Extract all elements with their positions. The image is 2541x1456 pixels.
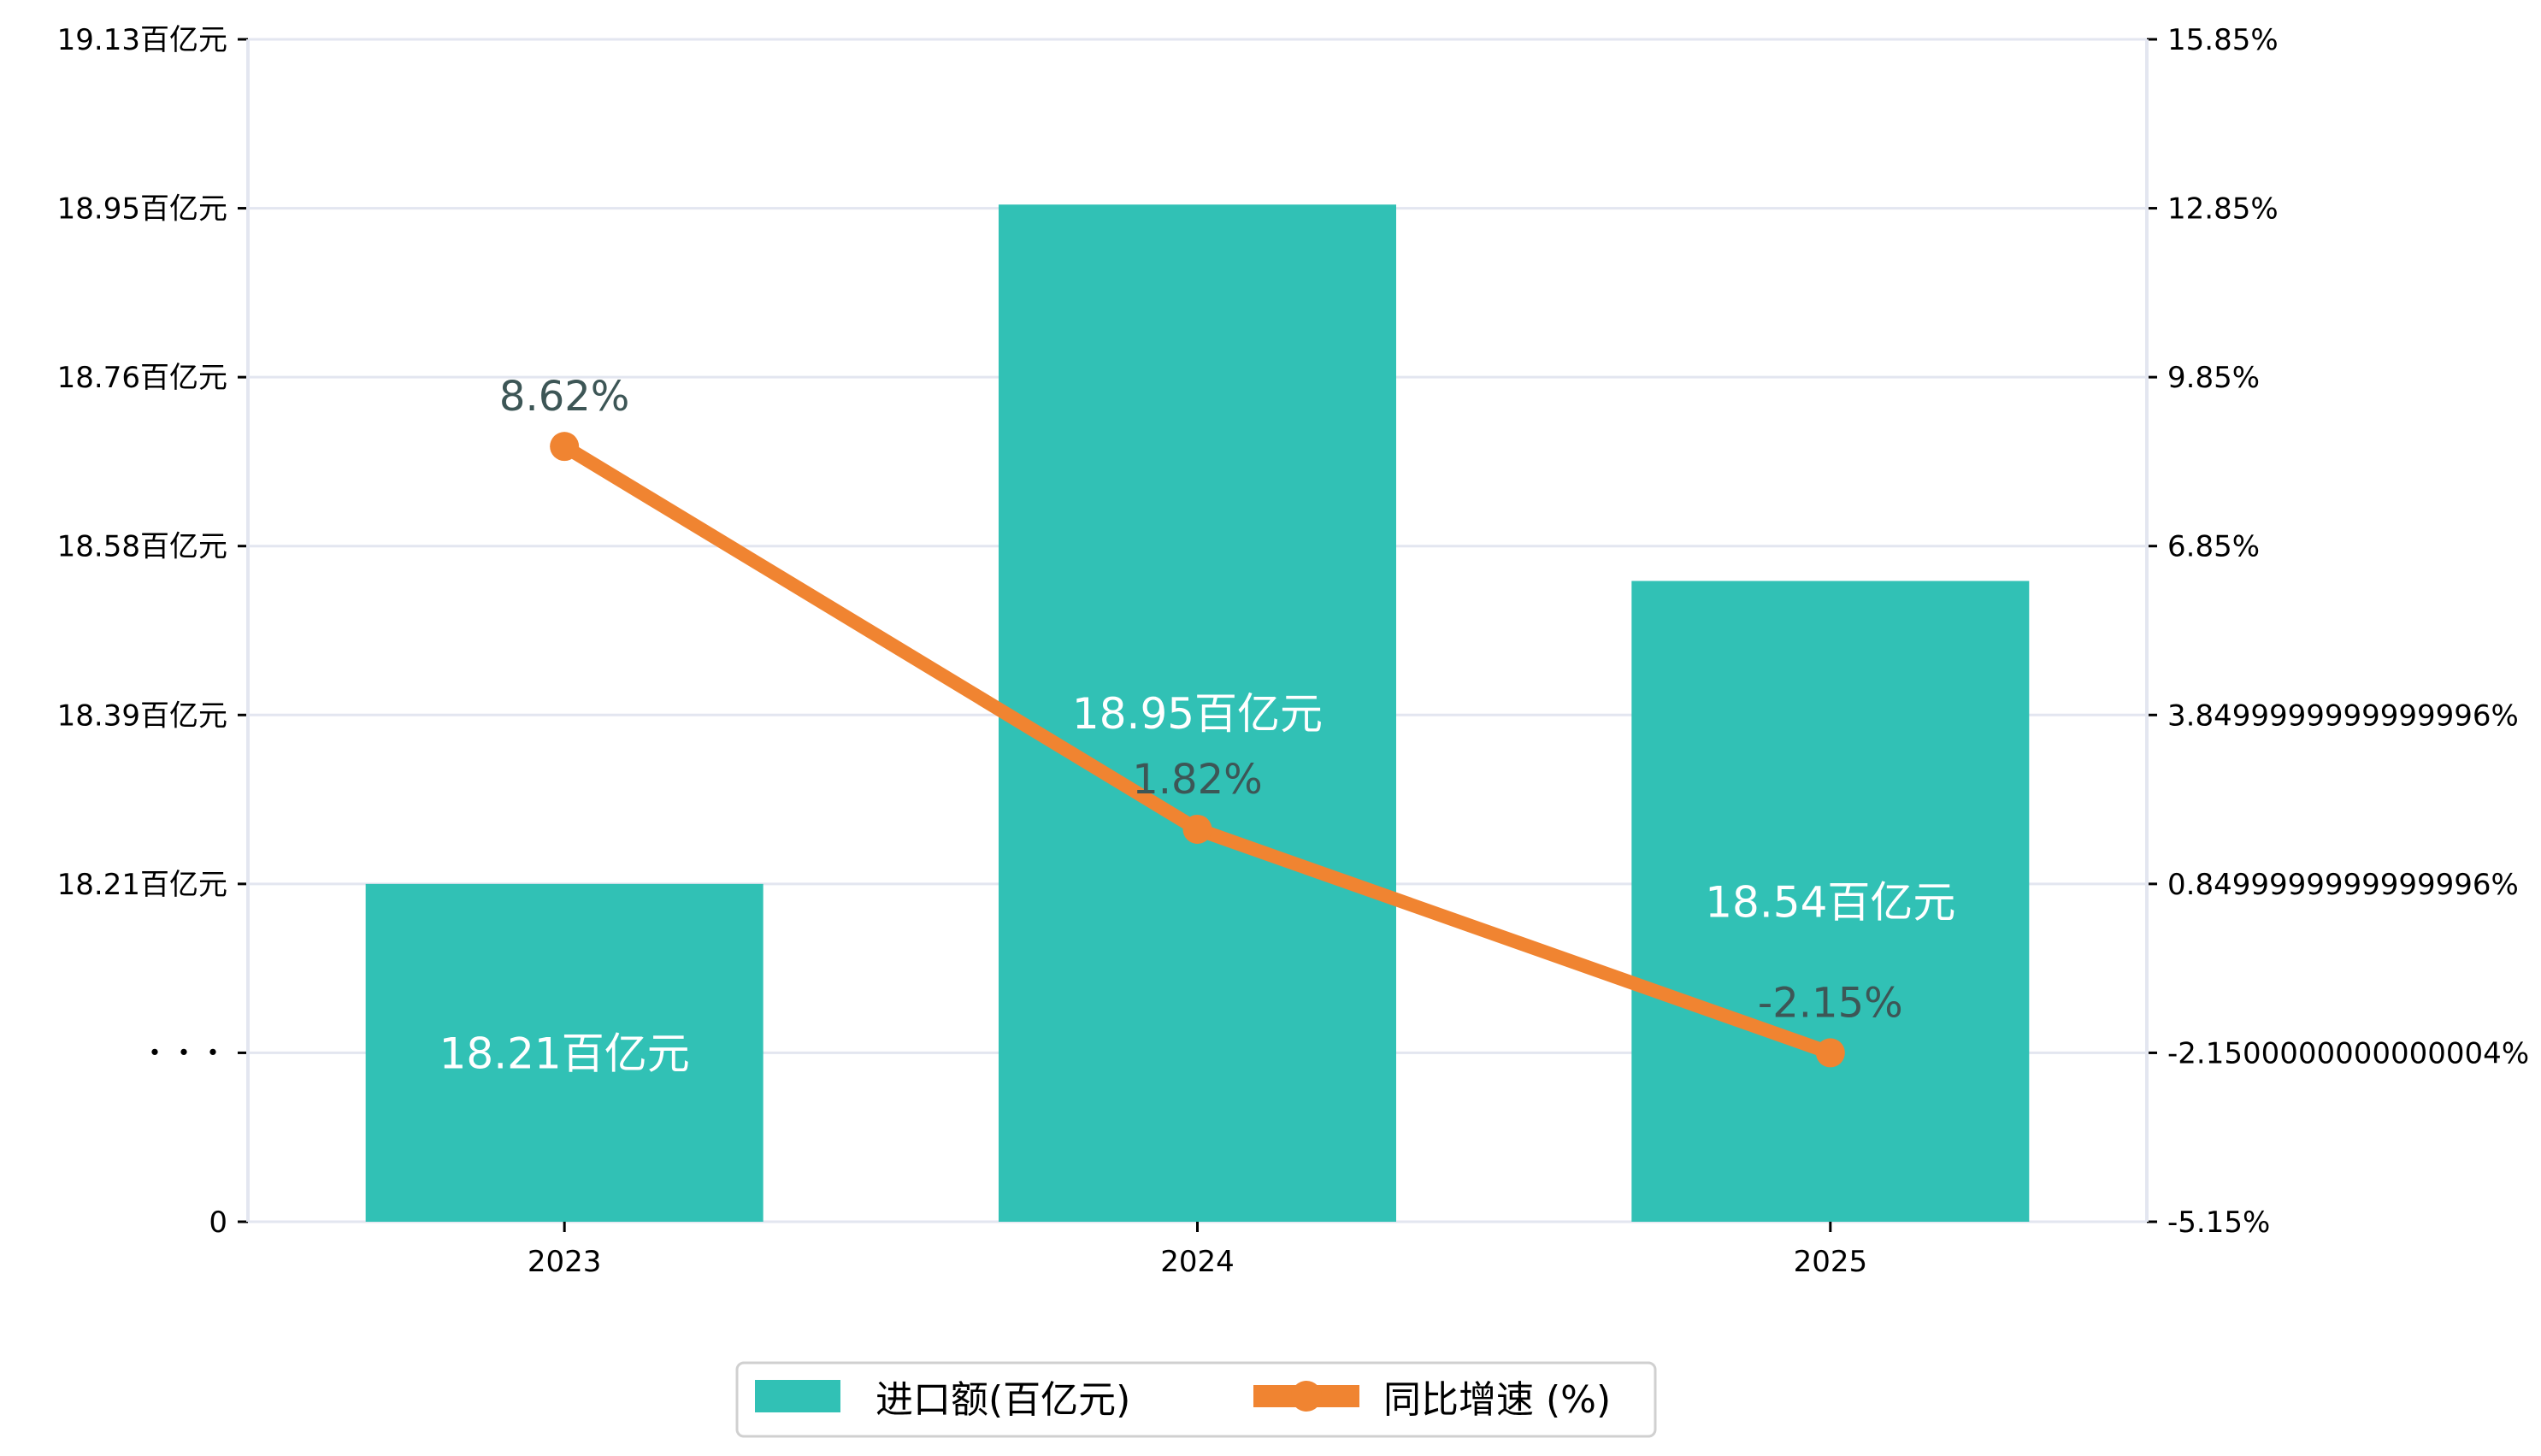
pct-value-label: -2.15% — [1758, 979, 1903, 1027]
legend-bar-swatch — [755, 1380, 840, 1412]
legend: 进口额(百亿元) 同比增速 (%) — [735, 1361, 1657, 1438]
right-tick-label: 3.8499999999999996% — [2167, 699, 2519, 733]
left-tick-label: 18.58百亿元 — [57, 530, 227, 564]
right-tick-label: 6.85% — [2167, 530, 2260, 564]
bar-value-label: 18.21百亿元 — [439, 1029, 690, 1078]
x-tick-label: 2023 — [528, 1245, 602, 1279]
left-tick-label: 18.21百亿元 — [57, 868, 227, 902]
pct-value-label: 1.82% — [1132, 756, 1262, 804]
bar-value-label: 18.54百亿元 — [1705, 877, 1955, 927]
right-tick-label: -2.1500000000000004% — [2167, 1036, 2529, 1070]
bar-2023 — [365, 883, 763, 1222]
left-tick-label: ・・・ — [140, 1036, 227, 1070]
bar-labels: 18.21百亿元 18.95百亿元 18.54百亿元 — [439, 689, 1956, 1078]
left-tick-label: 19.13百亿元 — [57, 23, 227, 57]
x-tick-label: 2025 — [1794, 1245, 1868, 1279]
legend-frame — [735, 1361, 1657, 1438]
growth-point-2024 — [1182, 814, 1212, 844]
left-tick-label: 0 — [209, 1205, 227, 1240]
legend-line-label: 同比增速 (%) — [1383, 1378, 1611, 1422]
x-tick-label: 2024 — [1160, 1245, 1235, 1279]
growth-line — [550, 432, 1845, 1068]
bar-2025 — [1631, 581, 2030, 1222]
bar-2024 — [999, 204, 1396, 1223]
right-tick-label: -5.15% — [2167, 1205, 2270, 1240]
pct-labels: 8.62% 1.82% -2.15% — [499, 373, 1903, 1027]
legend-bar-label: 进口额(百亿元) — [875, 1378, 1130, 1422]
left-tick-label: 18.95百亿元 — [57, 192, 227, 227]
right-tick-label: 15.85% — [2167, 23, 2279, 57]
right-tick-label: 9.85% — [2167, 361, 2260, 395]
left-tick-label: 18.39百亿元 — [57, 699, 227, 733]
growth-point-2025 — [1815, 1038, 1845, 1068]
bars — [365, 204, 2030, 1223]
left-tick-label: 18.76百亿元 — [57, 361, 227, 395]
growth-point-2023 — [550, 432, 580, 462]
right-tick-label: 12.85% — [2167, 192, 2279, 227]
right-tick-label: 0.8499999999999996% — [2167, 868, 2519, 902]
bar-value-label: 18.95百亿元 — [1072, 689, 1323, 739]
axes: 19.13百亿元 15.85% 18.95百亿元 12.85% 18.76百亿元 9.85… — [57, 23, 2529, 1279]
pct-value-label: 8.62% — [499, 373, 629, 421]
legend-line-marker — [1291, 1381, 1322, 1412]
